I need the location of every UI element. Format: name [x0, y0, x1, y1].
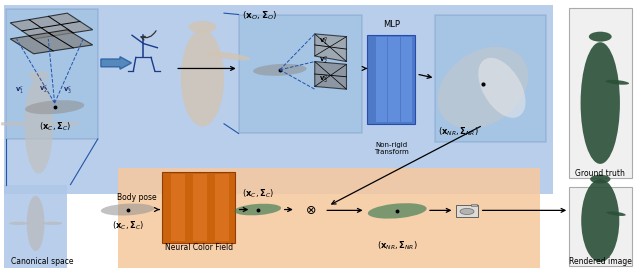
Text: $(\mathbf{x}_C, \mathbf{\Sigma}_C)$: $(\mathbf{x}_C, \mathbf{\Sigma}_C)$ [38, 120, 70, 133]
FancyBboxPatch shape [172, 174, 185, 241]
Text: $\mathbf{v}_2^c$: $\mathbf{v}_2^c$ [40, 84, 48, 96]
Ellipse shape [368, 203, 427, 219]
FancyBboxPatch shape [118, 168, 540, 268]
Ellipse shape [208, 52, 250, 60]
Polygon shape [315, 34, 346, 61]
Text: $\mathbf{v}_1^c$: $\mathbf{v}_1^c$ [15, 85, 24, 97]
Text: Ground truth: Ground truth [575, 169, 625, 178]
Text: Rendered image: Rendered image [569, 257, 632, 266]
Ellipse shape [234, 204, 281, 215]
FancyBboxPatch shape [376, 38, 387, 121]
Ellipse shape [605, 80, 629, 85]
Text: $\mathbf{v}_3^o$: $\mathbf{v}_3^o$ [319, 75, 328, 86]
Text: $(\mathbf{x}_{NR}, \mathbf{\Sigma}_{NR})$: $(\mathbf{x}_{NR}, \mathbf{\Sigma}_{NR})… [438, 126, 479, 138]
Text: $\mathbf{v}_2^o$: $\mathbf{v}_2^o$ [319, 55, 328, 67]
Text: MLP: MLP [383, 20, 400, 29]
FancyBboxPatch shape [215, 174, 229, 241]
FancyBboxPatch shape [471, 204, 477, 207]
FancyBboxPatch shape [4, 185, 67, 268]
Ellipse shape [0, 121, 29, 126]
Ellipse shape [48, 121, 80, 126]
FancyBboxPatch shape [239, 14, 362, 133]
FancyBboxPatch shape [367, 35, 415, 124]
Ellipse shape [101, 203, 154, 215]
Ellipse shape [27, 196, 44, 251]
FancyBboxPatch shape [163, 172, 236, 243]
Circle shape [189, 21, 216, 33]
Text: Body pose: Body pose [117, 193, 157, 202]
Ellipse shape [438, 47, 528, 129]
Circle shape [590, 175, 611, 183]
Text: $(\mathbf{x}_C, \mathbf{\Sigma}_C)$: $(\mathbf{x}_C, \mathbf{\Sigma}_C)$ [111, 220, 143, 232]
Text: $\otimes$: $\otimes$ [305, 204, 316, 217]
Polygon shape [10, 13, 93, 39]
Ellipse shape [478, 58, 525, 118]
Polygon shape [315, 61, 346, 89]
Ellipse shape [25, 100, 84, 114]
FancyBboxPatch shape [569, 187, 632, 266]
Ellipse shape [253, 64, 307, 76]
Text: $\mathbf{v}_1^o$: $\mathbf{v}_1^o$ [319, 36, 328, 48]
Circle shape [29, 71, 49, 80]
Circle shape [460, 208, 474, 215]
Text: Canonical space: Canonical space [11, 257, 73, 266]
FancyBboxPatch shape [456, 205, 479, 217]
Ellipse shape [9, 222, 28, 225]
Circle shape [589, 32, 612, 42]
FancyBboxPatch shape [401, 38, 412, 121]
FancyBboxPatch shape [569, 8, 632, 178]
Text: $(\mathbf{x}_{NR}, \mathbf{\Sigma}_{NR})$: $(\mathbf{x}_{NR}, \mathbf{\Sigma}_{NR})… [377, 239, 418, 252]
FancyArrow shape [101, 57, 131, 69]
Ellipse shape [181, 30, 224, 126]
FancyBboxPatch shape [4, 5, 553, 194]
Text: Neural Color Field: Neural Color Field [164, 244, 233, 252]
FancyBboxPatch shape [6, 9, 98, 139]
Ellipse shape [44, 222, 62, 225]
FancyBboxPatch shape [388, 38, 400, 121]
FancyBboxPatch shape [193, 174, 207, 241]
Polygon shape [10, 30, 93, 54]
Ellipse shape [581, 179, 620, 262]
Ellipse shape [24, 77, 53, 173]
Ellipse shape [607, 211, 626, 216]
Text: $(\mathbf{x}_C, \mathbf{\Sigma}_C)$: $(\mathbf{x}_C, \mathbf{\Sigma}_C)$ [242, 187, 274, 200]
Text: $(\mathbf{x}_O, \mathbf{\Sigma}_O)$: $(\mathbf{x}_O, \mathbf{\Sigma}_O)$ [242, 10, 277, 22]
FancyBboxPatch shape [435, 14, 547, 142]
Text: $\mathbf{v}_3^c$: $\mathbf{v}_3^c$ [63, 85, 72, 97]
Text: Non-rigid
Transform: Non-rigid Transform [374, 142, 409, 155]
Ellipse shape [580, 42, 620, 164]
